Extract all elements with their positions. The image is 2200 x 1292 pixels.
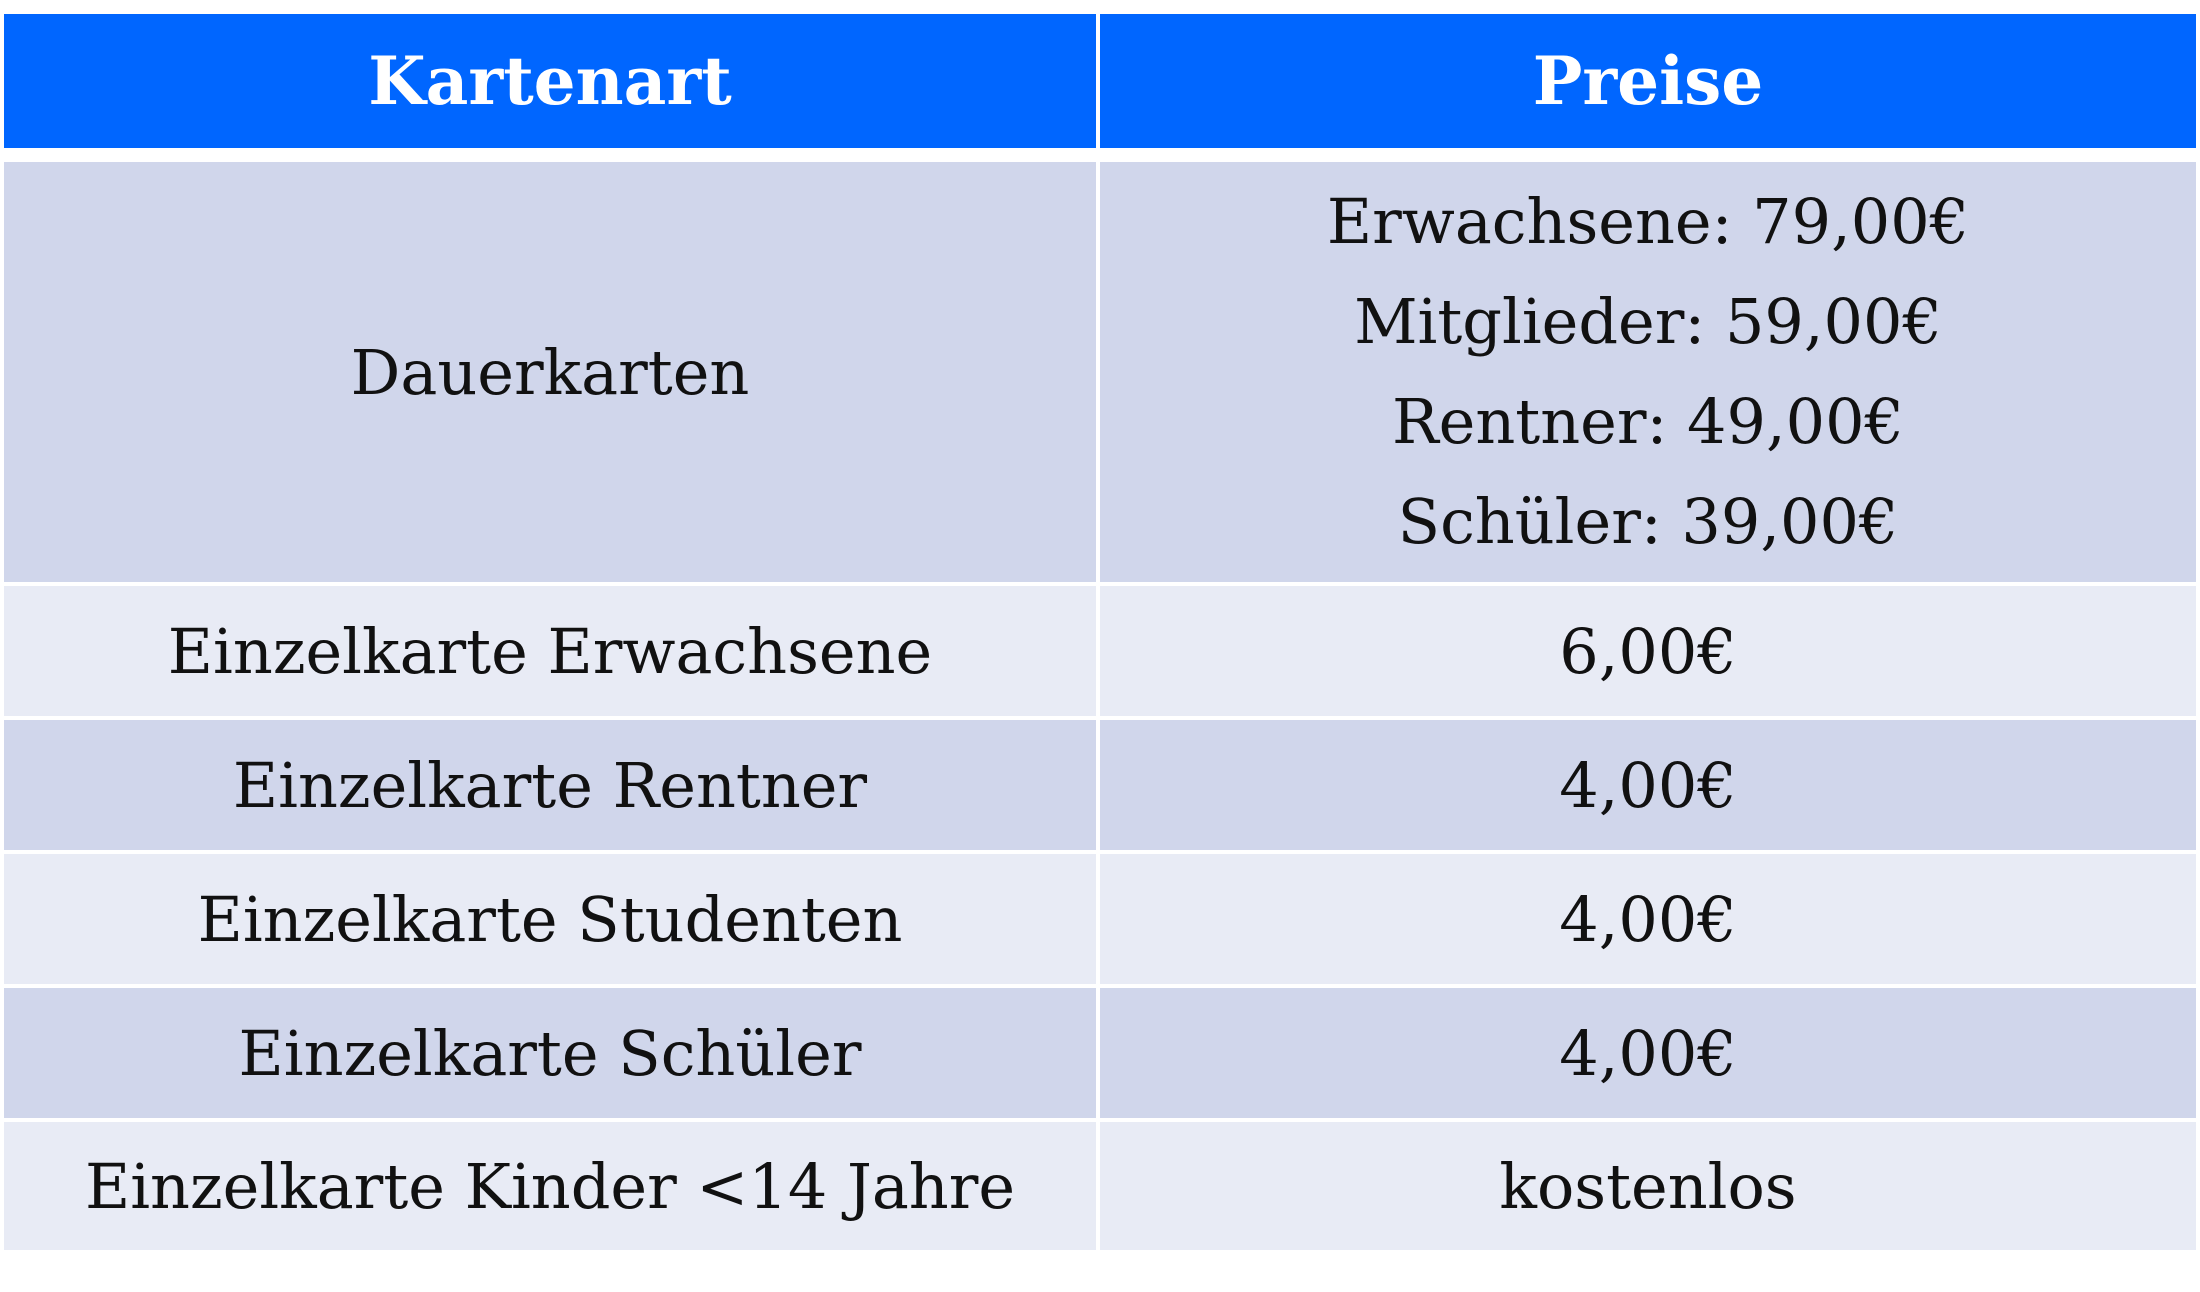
cell-price: 6,00€ [1100, 586, 2196, 720]
cell-price: kostenlos [1100, 1122, 2196, 1250]
price-line-rentner: Rentner: 49,00€ [1391, 385, 1904, 458]
header-row: Kartenart Preise [4, 14, 2196, 162]
cell-price: 4,00€ [1100, 854, 2196, 988]
cell-card-type: Einzelkarte Schüler [4, 988, 1100, 1122]
cell-price: 4,00€ [1100, 988, 2196, 1122]
price-line-schueler: Schüler: 39,00€ [1397, 485, 1899, 558]
header-kartenart: Kartenart [4, 14, 1100, 162]
cell-dauerkarten-prices: Erwachsene: 79,00€ Mitglieder: 59,00€ Re… [1100, 162, 2196, 586]
table-row: Einzelkarte Studenten 4,00€ [4, 854, 2196, 988]
price-table: Kartenart Preise Dauerkarten Erwachsene:… [4, 14, 2196, 1250]
cell-price: 4,00€ [1100, 720, 2196, 854]
price-line-erwachsene: Erwachsene: 79,00€ [1326, 185, 1970, 258]
cell-card-type: Einzelkarte Erwachsene [4, 586, 1100, 720]
table-row: Einzelkarte Rentner 4,00€ [4, 720, 2196, 854]
header-preise: Preise [1100, 14, 2196, 162]
table-row: Einzelkarte Kinder <14 Jahre kostenlos [4, 1122, 2196, 1250]
table-row-dauerkarten: Dauerkarten Erwachsene: 79,00€ Mitgliede… [4, 162, 2196, 586]
cell-card-type: Einzelkarte Rentner [4, 720, 1100, 854]
table-row: Einzelkarte Schüler 4,00€ [4, 988, 2196, 1122]
cell-dauerkarten-label: Dauerkarten [4, 162, 1100, 586]
cell-card-type: Einzelkarte Studenten [4, 854, 1100, 988]
table-row: Einzelkarte Erwachsene 6,00€ [4, 586, 2196, 720]
cell-card-type: Einzelkarte Kinder <14 Jahre [4, 1122, 1100, 1250]
price-line-mitglieder: Mitglieder: 59,00€ [1354, 285, 1942, 358]
